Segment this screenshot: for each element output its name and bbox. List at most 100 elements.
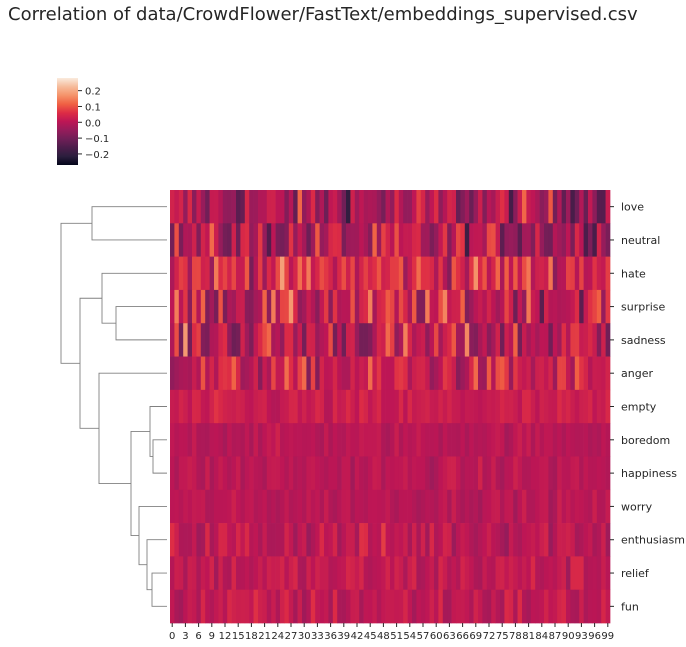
heatmap-cell (253, 389, 259, 424)
heatmap-cell (170, 456, 175, 491)
heatmap-cell (258, 223, 263, 257)
heatmap-cell (566, 223, 571, 257)
heatmap-cell (566, 456, 571, 491)
heatmap-cell (183, 323, 188, 357)
heatmap-cell (522, 523, 527, 557)
heatmap-cell (557, 356, 562, 391)
heatmap-cell (284, 356, 290, 391)
heatmap-cell (297, 289, 303, 324)
row-label: neutral (621, 234, 660, 247)
heatmap-cell (557, 256, 562, 291)
heatmap-cell (517, 523, 523, 557)
heatmap-cell (244, 423, 250, 457)
heatmap-cell (368, 556, 373, 591)
heatmap-cell (231, 423, 237, 457)
heatmap-cell (271, 289, 276, 324)
heatmap-cell (227, 489, 232, 524)
heatmap-cell (253, 423, 259, 457)
heatmap-cell (390, 323, 395, 357)
heatmap-cell (530, 389, 536, 424)
heatmap-cell (403, 389, 408, 424)
heatmap-cell (526, 556, 532, 591)
heatmap-cell (442, 190, 448, 224)
colorbar: 0.2 0.1 0.0 −0.1 −0.2 (57, 78, 109, 165)
heatmap-cell (266, 589, 272, 624)
heatmap-cell (535, 523, 540, 557)
heatmap-cell (319, 589, 325, 624)
heatmap-cell (183, 389, 188, 424)
heatmap-cell (486, 289, 492, 324)
heatmap-cell (275, 589, 281, 624)
heatmap-cell (183, 190, 188, 224)
heatmap-cell (592, 323, 598, 357)
heatmap-cell (504, 223, 510, 257)
heatmap-cell (310, 356, 316, 391)
heatmap-cell (253, 223, 259, 257)
heatmap-cell (416, 589, 422, 624)
heatmap-cell (209, 223, 215, 257)
heatmap-cell (557, 556, 562, 591)
heatmap-cell (601, 456, 606, 491)
heatmap-cell (539, 190, 545, 224)
heatmap-cell (174, 256, 180, 291)
heatmap-cell (284, 589, 290, 624)
heatmap-cell (456, 190, 461, 224)
heatmap-cell (332, 289, 338, 324)
heatmap-cell (249, 323, 254, 357)
heatmap-cell (544, 389, 549, 424)
heatmap-cell (522, 289, 527, 324)
heatmap-cell (394, 323, 400, 357)
heatmap-cell (359, 256, 364, 291)
heatmap-cell (249, 256, 254, 291)
heatmap-cell (328, 523, 334, 557)
heatmap-cell (240, 523, 246, 557)
heatmap-cell (522, 489, 527, 524)
heatmap-cell (403, 556, 408, 591)
heatmap-cell (407, 190, 413, 224)
heatmap-cell (354, 489, 360, 524)
heatmap-cell (249, 489, 254, 524)
heatmap-cell (271, 589, 276, 624)
heatmap-cell (354, 289, 360, 324)
heatmap-cell (535, 356, 540, 391)
heatmap-cell (178, 323, 184, 357)
heatmap-cell (266, 489, 272, 524)
heatmap-cell (429, 289, 435, 324)
heatmap-cell (491, 423, 496, 457)
heatmap-cell (196, 223, 202, 257)
heatmap-cell (178, 456, 184, 491)
heatmap-cell (478, 389, 483, 424)
heatmap-cell (601, 556, 606, 591)
heatmap-cell (574, 223, 580, 257)
heatmap-cell (438, 256, 444, 291)
heatmap-cell (209, 489, 215, 524)
heatmap-cell (398, 423, 404, 457)
heatmap-cell (416, 323, 422, 357)
row-label: enthusiasm (621, 534, 685, 547)
heatmap-cell (231, 190, 237, 224)
heatmap-cell (469, 356, 474, 391)
heatmap-cell (398, 223, 404, 257)
heatmap-cell (363, 289, 369, 324)
heatmap-cell (566, 423, 571, 457)
heatmap-cell (420, 423, 426, 457)
heatmap-cell (341, 323, 347, 357)
heatmap-cell (324, 423, 329, 457)
heatmap-cell (319, 356, 325, 391)
heatmap-cell (412, 389, 417, 424)
heatmap-cell (535, 589, 540, 624)
heatmap-cell (478, 323, 483, 357)
heatmap-cell (170, 256, 175, 291)
heatmap-cell (517, 323, 523, 357)
column-label: 30 (298, 631, 311, 642)
heatmap-cell (196, 323, 202, 357)
heatmap-cell (592, 389, 598, 424)
heatmap-cell (403, 323, 408, 357)
heatmap-cell (539, 456, 545, 491)
heatmap-cell (288, 556, 294, 591)
heatmap-cell (605, 223, 611, 257)
heatmap-cell (407, 256, 413, 291)
heatmap-cell (200, 323, 206, 357)
heatmap-cell (271, 456, 276, 491)
heatmap-cell (280, 223, 285, 257)
